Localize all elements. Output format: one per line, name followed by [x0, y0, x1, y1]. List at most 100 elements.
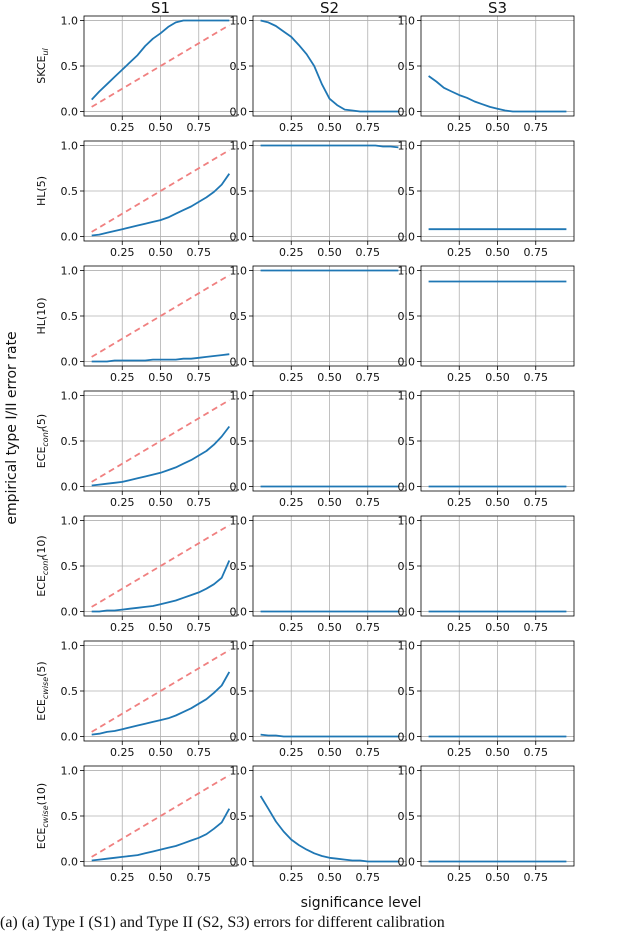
- y-tick-label-r6-c1-1: 0.5: [230, 810, 248, 823]
- y-tick-label-r5-c0-0: 0.0: [61, 730, 79, 743]
- figure-caption: (a) (a) Type I (S1) and Type II (S2, S3)…: [0, 914, 445, 931]
- x-tick-label-r5-c2-2: 0.75: [524, 746, 549, 759]
- x-tick-label-r2-c2-2: 0.75: [524, 371, 549, 384]
- y-tick-label-r4-c0-1: 0.5: [61, 560, 79, 573]
- y-tick-label-r0-c0-1: 0.5: [61, 60, 79, 73]
- row-label-6: ECEcwise(10): [35, 783, 50, 849]
- x-tick-label-r0-c0-2: 0.75: [187, 121, 212, 134]
- series-line-r1-c1: [260, 144, 399, 149]
- x-tick-label-r4-c2-0: 0.25: [447, 621, 472, 634]
- y-tick-label-r2-c0-0: 0.0: [61, 355, 79, 368]
- x-tick-label-r5-c0-1: 0.50: [148, 746, 173, 759]
- x-tick-label-r1-c0-2: 0.75: [187, 246, 212, 259]
- column-title-s2: S2: [320, 0, 339, 17]
- series-line-r3-c0: [91, 425, 231, 487]
- y-tick-label-r6-c0-0: 0.0: [61, 855, 79, 868]
- x-tick-label-r5-c1-0: 0.25: [279, 746, 304, 759]
- y-tick-label-r6-c2-1: 0.5: [398, 810, 416, 823]
- x-tick-label-r6-c2-0: 0.25: [447, 871, 472, 884]
- y-tick-label-r0-c1-2: 1.0: [230, 15, 248, 28]
- x-tick-label-r4-c0-2: 0.75: [187, 621, 212, 634]
- reference-line-r5-c0: [91, 649, 230, 733]
- x-tick-label-r5-c2-1: 0.50: [485, 746, 510, 759]
- y-tick-label-r6-c1-2: 1.0: [230, 765, 248, 778]
- x-tick-label-r2-c0-2: 0.75: [187, 371, 212, 384]
- y-tick-label-r1-c2-1: 0.5: [398, 185, 416, 198]
- x-tick-label-r3-c2-1: 0.50: [485, 496, 510, 509]
- x-tick-label-r5-c1-2: 0.75: [356, 746, 381, 759]
- y-tick-label-r1-c2-0: 0.0: [398, 230, 416, 243]
- y-tick-label-r3-c1-2: 1.0: [230, 390, 248, 403]
- y-tick-label-r3-c0-1: 0.5: [61, 435, 79, 448]
- x-tick-label-r5-c0-0: 0.25: [110, 746, 135, 759]
- row-label-4: ECEconf(10): [35, 535, 50, 596]
- series-line-r6-c1: [259, 795, 399, 863]
- y-tick-label-r6-c0-2: 1.0: [61, 765, 79, 778]
- x-tick-label-r2-c2-1: 0.50: [485, 371, 510, 384]
- y-tick-label-r3-c1-0: 0.0: [230, 480, 248, 493]
- row-label-1: HL(5): [35, 176, 48, 206]
- reference-line-r2-c0: [91, 274, 230, 358]
- y-axis-label: empirical type I/II error rate: [4, 331, 20, 524]
- y-tick-label-r0-c2-2: 1.0: [398, 15, 416, 28]
- y-tick-label-r6-c0-1: 0.5: [61, 810, 79, 823]
- series-line-r6-c0: [91, 808, 231, 862]
- x-tick-label-r2-c0-1: 0.50: [148, 371, 173, 384]
- x-tick-label-r2-c0-0: 0.25: [110, 371, 135, 384]
- y-tick-label-r1-c1-1: 0.5: [230, 185, 248, 198]
- x-tick-label-r1-c2-2: 0.75: [524, 246, 549, 259]
- y-tick-label-r1-c1-2: 1.0: [230, 140, 248, 153]
- x-tick-label-r4-c0-1: 0.50: [148, 621, 173, 634]
- x-tick-label-r4-c1-2: 0.75: [356, 621, 381, 634]
- y-tick-label-r2-c1-2: 1.0: [230, 265, 248, 278]
- y-tick-label-r2-c1-0: 0.0: [230, 355, 248, 368]
- y-tick-label-r1-c0-1: 0.5: [61, 185, 79, 198]
- series-line-r0-c2: [428, 75, 567, 113]
- y-tick-label-r0-c2-1: 0.5: [398, 60, 416, 73]
- y-tick-label-r2-c0-2: 1.0: [61, 265, 79, 278]
- y-tick-label-r3-c1-1: 0.5: [230, 435, 248, 448]
- y-tick-label-r4-c2-0: 0.0: [398, 605, 416, 618]
- y-tick-label-r1-c1-0: 0.0: [230, 230, 248, 243]
- x-tick-label-r3-c2-2: 0.75: [524, 496, 549, 509]
- y-tick-label-r5-c0-2: 1.0: [61, 640, 79, 653]
- y-tick-label-r1-c0-2: 1.0: [61, 140, 79, 153]
- series-line-r0-c1: [260, 19, 399, 113]
- x-tick-label-r0-c2-1: 0.50: [485, 121, 510, 134]
- x-tick-label-r2-c1-0: 0.25: [279, 371, 304, 384]
- y-tick-label-r3-c2-2: 1.0: [398, 390, 416, 403]
- x-tick-label-r4-c2-2: 0.75: [524, 621, 549, 634]
- y-tick-label-r2-c2-2: 1.0: [398, 265, 416, 278]
- y-tick-label-r2-c2-0: 0.0: [398, 355, 416, 368]
- row-label-2: HL(10): [35, 298, 48, 335]
- reference-line-r3-c0: [91, 399, 230, 483]
- x-tick-label-r5-c2-0: 0.25: [447, 746, 472, 759]
- y-tick-label-r0-c0-0: 0.0: [61, 105, 79, 118]
- y-tick-label-r5-c2-0: 0.0: [398, 730, 416, 743]
- x-tick-label-r0-c2-0: 0.25: [447, 121, 472, 134]
- x-tick-label-r4-c0-0: 0.25: [110, 621, 135, 634]
- y-tick-label-r6-c2-2: 1.0: [398, 765, 416, 778]
- column-title-s1: S1: [151, 0, 170, 17]
- y-tick-label-r4-c1-2: 1.0: [230, 515, 248, 528]
- x-tick-label-r6-c0-2: 0.75: [187, 871, 212, 884]
- y-tick-label-r2-c0-1: 0.5: [61, 310, 79, 323]
- x-tick-label-r0-c1-0: 0.25: [279, 121, 304, 134]
- reference-line-r0-c0: [91, 24, 230, 108]
- y-tick-label-r3-c0-0: 0.0: [61, 480, 79, 493]
- x-tick-label-r1-c2-1: 0.50: [485, 246, 510, 259]
- y-tick-label-r0-c1-0: 0.0: [230, 105, 248, 118]
- x-tick-label-r2-c2-0: 0.25: [447, 371, 472, 384]
- x-tick-label-r1-c1-0: 0.25: [279, 246, 304, 259]
- y-tick-label-r2-c1-1: 0.5: [230, 310, 248, 323]
- x-tick-label-r0-c0-0: 0.25: [110, 121, 135, 134]
- x-tick-label-r3-c2-0: 0.25: [447, 496, 472, 509]
- y-tick-label-r4-c0-0: 0.0: [61, 605, 79, 618]
- y-tick-label-r5-c2-2: 1.0: [398, 640, 416, 653]
- x-axis-label: significance level: [301, 895, 422, 911]
- reference-line-r1-c0: [91, 149, 230, 233]
- x-tick-label-r3-c0-2: 0.75: [187, 496, 212, 509]
- x-tick-label-r2-c1-2: 0.75: [356, 371, 381, 384]
- reference-line-r4-c0: [91, 524, 230, 608]
- x-tick-label-r3-c1-0: 0.25: [279, 496, 304, 509]
